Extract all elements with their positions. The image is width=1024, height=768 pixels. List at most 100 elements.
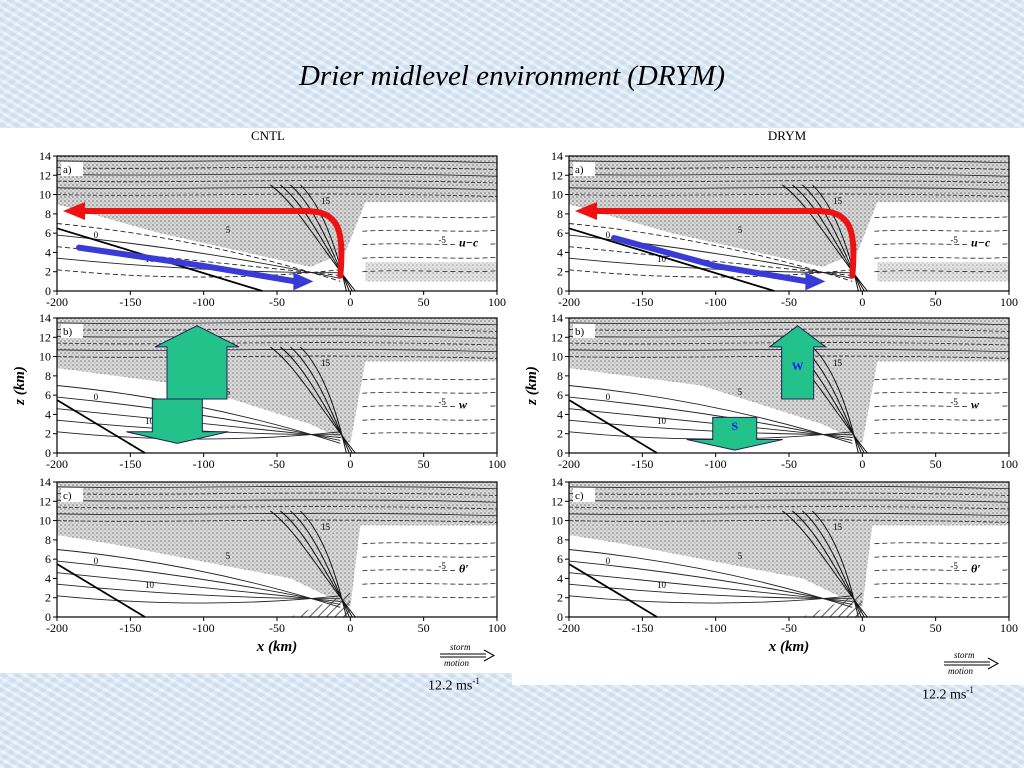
contour-line	[874, 270, 1010, 273]
contour-line	[568, 335, 1010, 339]
contour-value-label: -5	[950, 561, 958, 571]
drym-figure-graphic: DRYM051015-5-15a)u−c02468101214-200-150-…	[524, 128, 1024, 676]
x-tick-label: 0	[859, 457, 865, 471]
variable-label-bg	[455, 399, 489, 414]
updraft-arrow	[154, 325, 240, 400]
x-tick-label: -50	[781, 457, 797, 471]
contour-line	[270, 510, 356, 618]
x-tick-label: -200	[46, 295, 68, 309]
contour-line	[874, 596, 1010, 599]
thick-contour	[568, 227, 775, 292]
row-letter-bg	[573, 488, 595, 502]
contour-line	[362, 432, 498, 435]
row-letter-bg	[61, 324, 83, 338]
contour-value-label: 10	[657, 254, 667, 264]
contour-line	[56, 431, 341, 440]
contour-line	[362, 596, 498, 599]
contour-line	[56, 595, 341, 604]
z-tick-label: 2	[557, 427, 563, 441]
contour-line	[56, 485, 498, 490]
storm-speed-exponent: -1	[472, 676, 480, 686]
updraft-arrow-label: W	[792, 359, 804, 373]
x-tick-label: -150	[119, 295, 141, 309]
contour-line	[56, 321, 498, 326]
contour-line	[56, 512, 498, 517]
contour-value-label: 0	[94, 230, 99, 240]
inflow-arrowhead	[293, 272, 314, 291]
x-tick-label: 50	[930, 295, 942, 309]
contour-line	[874, 229, 1010, 232]
row-letter-bg	[573, 162, 595, 176]
x-tick-label: 100	[488, 295, 506, 309]
z-axis-label: z (km)	[12, 366, 28, 406]
variable-label: θ′	[459, 562, 469, 576]
contour-line	[56, 193, 498, 197]
z-tick-label: 6	[45, 388, 51, 402]
x-tick-label: -150	[119, 621, 141, 635]
contour-line	[568, 348, 1010, 353]
z-tick-label: 4	[557, 571, 563, 585]
contour-line	[568, 321, 1010, 326]
downdraft-arrow-shape	[126, 398, 229, 444]
variable-label: w	[459, 398, 468, 412]
z-tick-label: 4	[45, 245, 51, 259]
z-tick-label: 6	[45, 552, 51, 566]
plot-row-3: 051015-5-15c)θ′02468101214-200-150-100-5…	[39, 475, 512, 635]
contour-value-label: -5	[438, 235, 446, 245]
contour-line	[56, 223, 341, 282]
z-axis-label: z (km)	[524, 366, 540, 406]
contour-line	[568, 549, 853, 608]
contour-line	[56, 506, 498, 510]
contour-line	[874, 391, 1010, 394]
z-tick-label: 4	[45, 407, 51, 421]
contour-line	[874, 582, 1010, 585]
contour-value-label: 5	[738, 387, 743, 397]
cntl-figure: CNTL 0 5 10 15 -5 -1 5 a) u−c 0 2 4 6 8 10 12 14 -200 -150 -…	[0, 128, 512, 694]
contour-line	[782, 510, 868, 618]
contour-value-label: 5	[226, 387, 231, 397]
storm-motion-text: storm	[450, 642, 471, 652]
z-tick-label: 14	[39, 311, 51, 325]
x-tick-label: -50	[781, 295, 797, 309]
row-letter: c)	[63, 490, 72, 502]
x-tick-label: 50	[418, 621, 430, 635]
contour-line	[568, 342, 1010, 346]
plot-row-3: 051015-5-15c)θ′02468101214-200-150-100-5…	[551, 475, 1024, 635]
contour-line	[56, 355, 498, 359]
z-tick-label: 14	[551, 311, 563, 325]
x-tick-label: 50	[418, 295, 430, 309]
contour-value-label: 10	[657, 416, 667, 426]
x-tick-label: 0	[347, 295, 353, 309]
contour-line	[56, 492, 498, 496]
x-tick-label: 100	[1000, 457, 1018, 471]
contour-line	[568, 180, 1010, 184]
x-tick-label: -50	[269, 457, 285, 471]
contour-line	[568, 583, 853, 600]
inflow-arrow	[76, 244, 299, 285]
storm-motion-indicator: storm motion	[440, 642, 496, 668]
x-tick-label: 100	[1000, 621, 1018, 635]
contour-line	[874, 378, 1010, 381]
z-tick-label: 14	[551, 149, 563, 163]
contour-line	[56, 572, 341, 603]
contour-line	[568, 246, 853, 277]
z-tick-label: 6	[557, 552, 563, 566]
stippled-region	[569, 482, 1009, 608]
contour-line	[56, 173, 498, 177]
contour-line	[568, 519, 1010, 523]
x-tick-label: -50	[781, 621, 797, 635]
z-tick-label: 8	[45, 369, 51, 383]
contour-line	[56, 269, 341, 278]
z-tick-label: 12	[39, 330, 51, 344]
x-tick-label: -100	[705, 295, 727, 309]
z-tick-label: 12	[39, 168, 51, 182]
contour-line	[874, 542, 1010, 545]
contour-line	[568, 355, 1010, 359]
z-tick-label: 6	[45, 226, 51, 240]
contour-line	[362, 555, 498, 558]
contour-line	[56, 257, 341, 274]
z-tick-label: 0	[45, 610, 51, 624]
row-letter: b)	[575, 326, 585, 338]
x-tick-label: -200	[46, 457, 68, 471]
contour-value-label: 15	[833, 358, 843, 368]
